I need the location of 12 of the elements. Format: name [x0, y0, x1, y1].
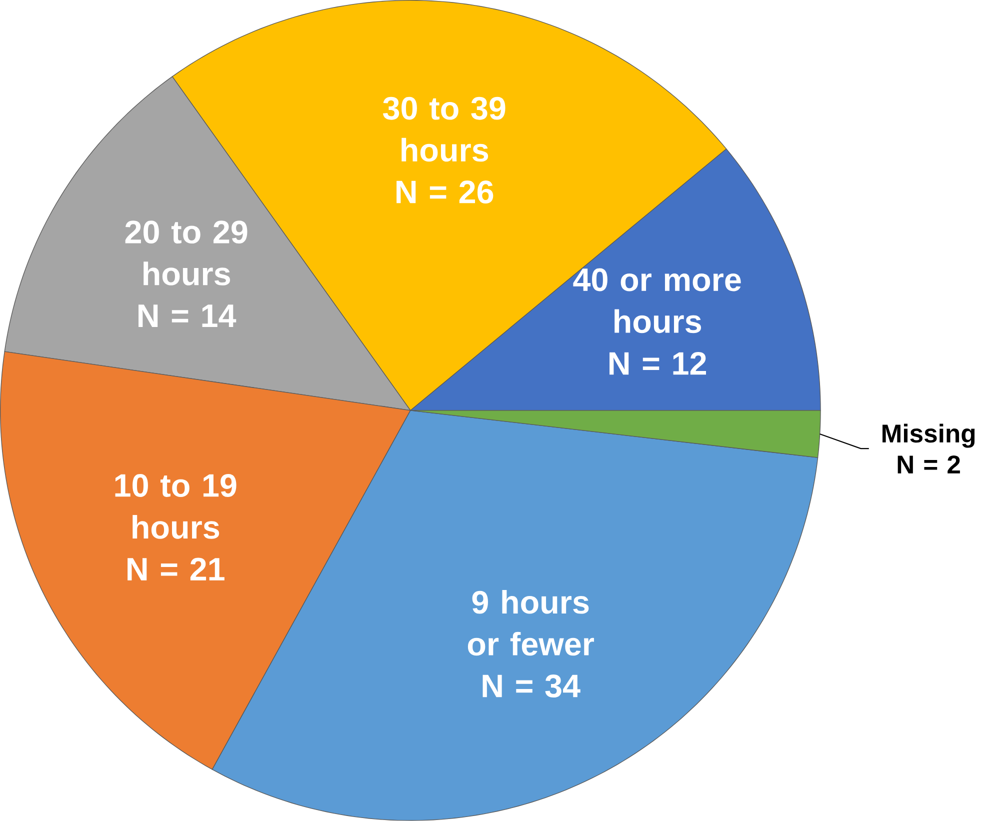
slice-label: 20 to 29 hours — [125, 220, 248, 286]
slice-label: Missing — [882, 424, 975, 448]
slice-label: 40 or more hours — [573, 268, 741, 334]
slice-label: 9 hours or fewer — [468, 590, 594, 656]
slice-label: 30 to 39 hours — [382, 96, 506, 162]
data-label: N = 14 — [138, 304, 236, 328]
slice-label: 10 to 19 hours — [115, 474, 236, 539]
data-label: N = 21 — [128, 558, 224, 580]
data-label: N = 12 — [610, 352, 706, 375]
data-label: N = 34 — [482, 674, 580, 698]
data-label: N = 26 — [396, 180, 494, 204]
data-label: N = 2 — [898, 456, 960, 474]
